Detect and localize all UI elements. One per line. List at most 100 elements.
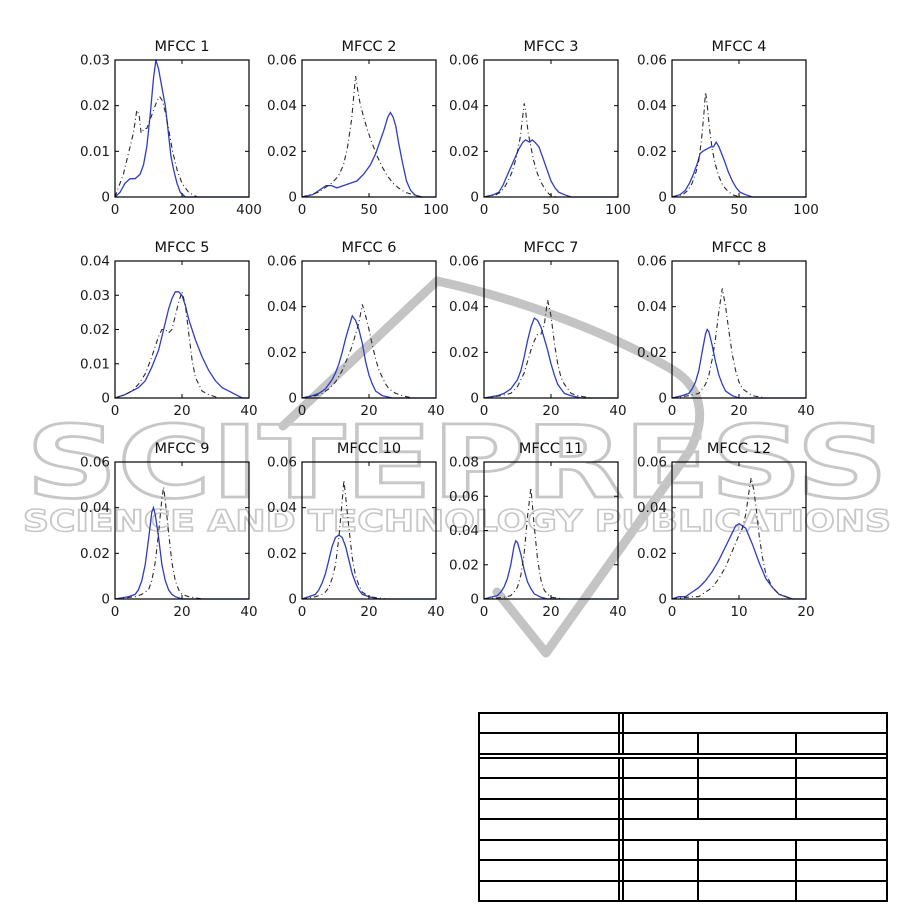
- table-cell: [699, 840, 797, 860]
- y-tick-label: 0.02: [637, 144, 667, 160]
- subplot-title: MFCC 10: [337, 441, 401, 457]
- x-tick-label: 0: [111, 202, 120, 218]
- y-tick-label: 0.02: [449, 144, 479, 160]
- x-tick-label: 0: [668, 403, 677, 419]
- x-tick-label: 0: [480, 202, 489, 218]
- table-cell: [480, 734, 624, 753]
- x-tick-label: 40: [427, 604, 444, 620]
- y-tick-label: 0.02: [637, 546, 667, 562]
- y-tick-label: 0.04: [449, 98, 479, 114]
- table-row: [480, 714, 886, 735]
- curve-dash-dot: [671, 477, 806, 600]
- subplot-title: MFCC 9: [155, 441, 210, 457]
- y-tick-label: 0.04: [267, 500, 297, 516]
- x-tick-label: 20: [360, 604, 377, 620]
- x-tick-label: 20: [797, 604, 814, 620]
- table-row: [480, 861, 886, 882]
- table-cell: [480, 881, 624, 900]
- table-cell: [624, 758, 699, 778]
- mfcc-subplot-12: MFCC 12 0 10 20 0 0.02 0.04 0.06: [637, 441, 815, 620]
- table-cell: [699, 881, 797, 900]
- y-tick-label: 0.06: [267, 53, 297, 69]
- y-tick-label: 0.04: [637, 299, 667, 315]
- mfcc-subplot-2: MFCC 2 0 50 100 0 0.02 0.04 0.06: [267, 39, 449, 218]
- x-tick-label: 200: [169, 202, 195, 218]
- y-tick-label: 0.03: [80, 53, 110, 69]
- y-tick-label: 0: [470, 391, 479, 407]
- curve-solid: [301, 111, 436, 198]
- y-tick-label: 0.06: [80, 455, 110, 471]
- y-tick-label: 0: [470, 592, 479, 608]
- curve-solid: [114, 291, 249, 399]
- curve-dash-dot: [671, 91, 806, 198]
- y-tick-label: 0.02: [80, 322, 110, 338]
- curve-solid: [483, 539, 618, 600]
- x-tick-label: 0: [480, 604, 489, 620]
- curve-solid: [301, 314, 436, 399]
- table-cell: [699, 758, 797, 778]
- subplot-title: MFCC 11: [519, 441, 583, 457]
- x-tick-label: 20: [542, 604, 559, 620]
- table-cell: [480, 799, 624, 819]
- table-cell: [480, 840, 624, 860]
- mfcc-subplot-5: MFCC 5 0 20 40 0 0.01 0.02 0.03 0.04: [80, 240, 258, 419]
- curve-solid: [483, 139, 618, 198]
- y-tick-label: 0.04: [267, 299, 297, 315]
- x-tick-label: 50: [730, 202, 747, 218]
- y-tick-label: 0: [658, 190, 667, 206]
- y-tick-label: 0.02: [449, 557, 479, 573]
- table-cell: [797, 759, 886, 777]
- table-cell: [624, 861, 699, 880]
- mfcc-subplot-7: MFCC 7 0 20 40 0 0.02 0.04 0.06: [449, 240, 627, 419]
- subplot-title: MFCC 7: [524, 240, 579, 256]
- y-tick-label: 0: [101, 190, 110, 206]
- curve-solid: [671, 328, 806, 399]
- x-tick-label: 40: [797, 403, 814, 419]
- y-tick-label: 0: [288, 391, 297, 407]
- table-cell: [624, 840, 699, 860]
- mfcc-subplot-1: MFCC 1 0 200 400 0 0.01 0.02 0.03: [80, 39, 262, 218]
- curve-solid: [114, 59, 249, 198]
- mfcc-subplot-4: MFCC 4 0 50 100 0 0.02 0.04 0.06: [637, 39, 819, 218]
- scitepress-logo-swoosh: [278, 276, 705, 658]
- x-tick-label: 0: [111, 604, 120, 620]
- x-tick-label: 20: [360, 403, 377, 419]
- table-row: [480, 758, 886, 780]
- y-tick-label: 0.04: [637, 500, 667, 516]
- table-row: [480, 799, 886, 821]
- y-tick-label: 0.06: [267, 254, 297, 270]
- table-cell: [480, 861, 624, 880]
- y-tick-label: 0.02: [267, 144, 297, 160]
- y-tick-label: 0: [658, 592, 667, 608]
- y-tick-label: 0.06: [637, 455, 667, 471]
- curve-dash-dot: [671, 288, 806, 399]
- y-tick-label: 0: [288, 592, 297, 608]
- curve-solid: [483, 317, 618, 399]
- curve-dash-dot: [301, 480, 436, 600]
- y-tick-label: 0.02: [80, 546, 110, 562]
- table-cell-merged: [624, 820, 886, 838]
- table-row: [480, 779, 886, 800]
- mfcc-subplot-3: MFCC 3 0 50 100 0 0.02 0.04 0.06: [449, 39, 631, 218]
- table-cell: [797, 779, 886, 797]
- table-row: [480, 820, 886, 841]
- subplot-title: MFCC 6: [342, 240, 397, 256]
- table-cell: [797, 861, 886, 879]
- table-cell: [797, 734, 886, 752]
- y-tick-label: 0: [101, 391, 110, 407]
- curve-dash-dot: [114, 95, 249, 198]
- table-row: [480, 881, 886, 900]
- table-cell: [480, 779, 624, 798]
- curve-dash-dot: [483, 487, 618, 600]
- table-cell: [480, 820, 624, 839]
- subplot-title: MFCC 3: [524, 39, 579, 55]
- y-tick-label: 0.02: [637, 345, 667, 361]
- y-tick-label: 0.06: [267, 455, 297, 471]
- axes-box: [114, 260, 250, 399]
- y-tick-label: 0.06: [637, 254, 667, 270]
- y-tick-label: 0.04: [267, 98, 297, 114]
- x-tick-label: 40: [427, 403, 444, 419]
- curve-solid: [301, 534, 436, 600]
- mfcc-subplot-6: MFCC 6 0 20 40 0 0.02 0.04 0.06: [267, 240, 445, 419]
- x-tick-label: 40: [240, 604, 257, 620]
